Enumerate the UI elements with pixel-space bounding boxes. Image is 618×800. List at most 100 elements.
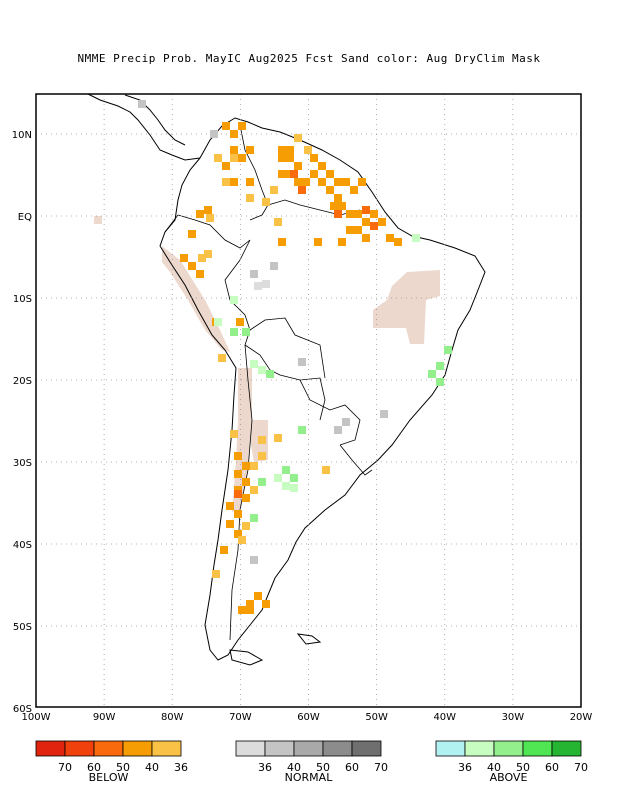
prob-cell [204,206,212,214]
prob-cell [298,358,306,366]
prob-cell [230,130,238,138]
prob-cell [370,222,378,230]
prob-cell [346,210,354,218]
lat-tick-label: 40S [13,540,32,551]
lat-tick-label: 50S [13,622,32,633]
prob-cell [354,210,362,218]
prob-cell [334,178,342,186]
prob-cell [242,478,250,486]
prob-cell [196,270,204,278]
legend-swatch [551,740,582,757]
below-normal-cells [180,122,402,614]
prob-cell [188,230,196,238]
prob-cell [214,154,222,162]
lon-tick-label: 20W [570,712,593,723]
legend-above: 36 40 50 60 70 ABOVE [435,740,588,784]
prob-cell [338,202,346,210]
prob-cell [278,146,286,154]
prob-cell [258,366,266,374]
prob-cell [318,178,326,186]
prob-cell [274,434,282,442]
prob-cell [342,178,350,186]
prob-cell [246,194,254,202]
falklands [296,633,322,645]
central-america-coast [87,93,201,161]
legend-tick-label: 50 [316,761,330,774]
prob-cell [238,536,246,544]
prob-cell [246,146,254,154]
prob-cell [206,214,214,222]
prob-cell [314,238,322,246]
lat-tick-label: 60S [13,704,32,715]
prob-cell [334,210,342,218]
lon-tick-label: 50W [365,712,388,723]
border-ecuador [164,214,179,233]
lon-tick-label: 30W [502,712,525,723]
legend-tick-label: 60 [545,761,559,774]
prob-cell [350,186,358,194]
prob-cell [278,170,286,178]
prob-cell [278,238,286,246]
prob-cell [220,546,228,554]
prob-cell [242,522,250,530]
legend-swatch [64,740,95,757]
prob-cell [222,122,230,130]
prob-cell [304,146,312,154]
near-normal-cells [138,100,388,564]
prob-cell [234,470,242,478]
prob-cell [238,122,246,130]
prob-cell [230,154,238,162]
legend-tick-label: 40 [487,761,501,774]
prob-cell [230,430,238,438]
prob-cell [282,482,290,490]
border-paraguay [299,379,361,446]
legend-tick-label: 60 [345,761,359,774]
sand-region-brazil [373,270,440,344]
prob-cell [242,328,250,336]
prob-cell [226,520,234,528]
prob-cell [380,410,388,418]
prob-cell [238,154,246,162]
prob-cell [294,162,302,170]
legend-below: 70 60 50 40 36 BELOW [35,740,188,784]
border-brazil-bolivia [249,317,326,379]
prob-cell [242,462,250,470]
prob-cell [428,370,436,378]
prob-cell [258,478,266,486]
lon-tick-label: 70W [229,712,252,723]
legend-tick-label: 36 [458,761,472,774]
prob-cell [378,218,386,226]
prob-cell [250,514,258,522]
legend-swatch [493,740,524,757]
prob-cell [270,186,278,194]
legend-tick-label: 70 [58,761,72,774]
latitude-labels: 10N EQ 10S 20S 30S 40S 50S 60S [12,130,32,715]
legend-swatch [93,740,124,757]
border-colombia-peru-ecuador [177,214,251,249]
prob-cell [362,206,370,214]
map-frame [35,93,582,708]
above-normal-cells [214,234,452,522]
prob-cell [278,154,286,162]
prob-cell [318,162,326,170]
border-bolivia [244,344,326,421]
prob-cell [290,474,298,482]
prob-cell [196,210,204,218]
prob-cell [234,452,242,460]
lon-tick-label: 40W [433,712,456,723]
prob-cell [310,170,318,178]
prob-cell [436,362,444,370]
prob-cell [290,170,298,178]
prob-cell [370,210,378,218]
prob-cell [302,178,310,186]
legend-swatch [235,740,266,757]
legend-tick-label: 36 [258,761,272,774]
prob-cell [230,328,238,336]
legend-tick-label: 36 [174,761,188,774]
legend-swatch [122,740,153,757]
prob-cell [222,162,230,170]
lat-tick-label: 20S [13,376,32,387]
prob-cell [214,318,222,326]
prob-cell [326,186,334,194]
prob-cell [254,282,262,290]
